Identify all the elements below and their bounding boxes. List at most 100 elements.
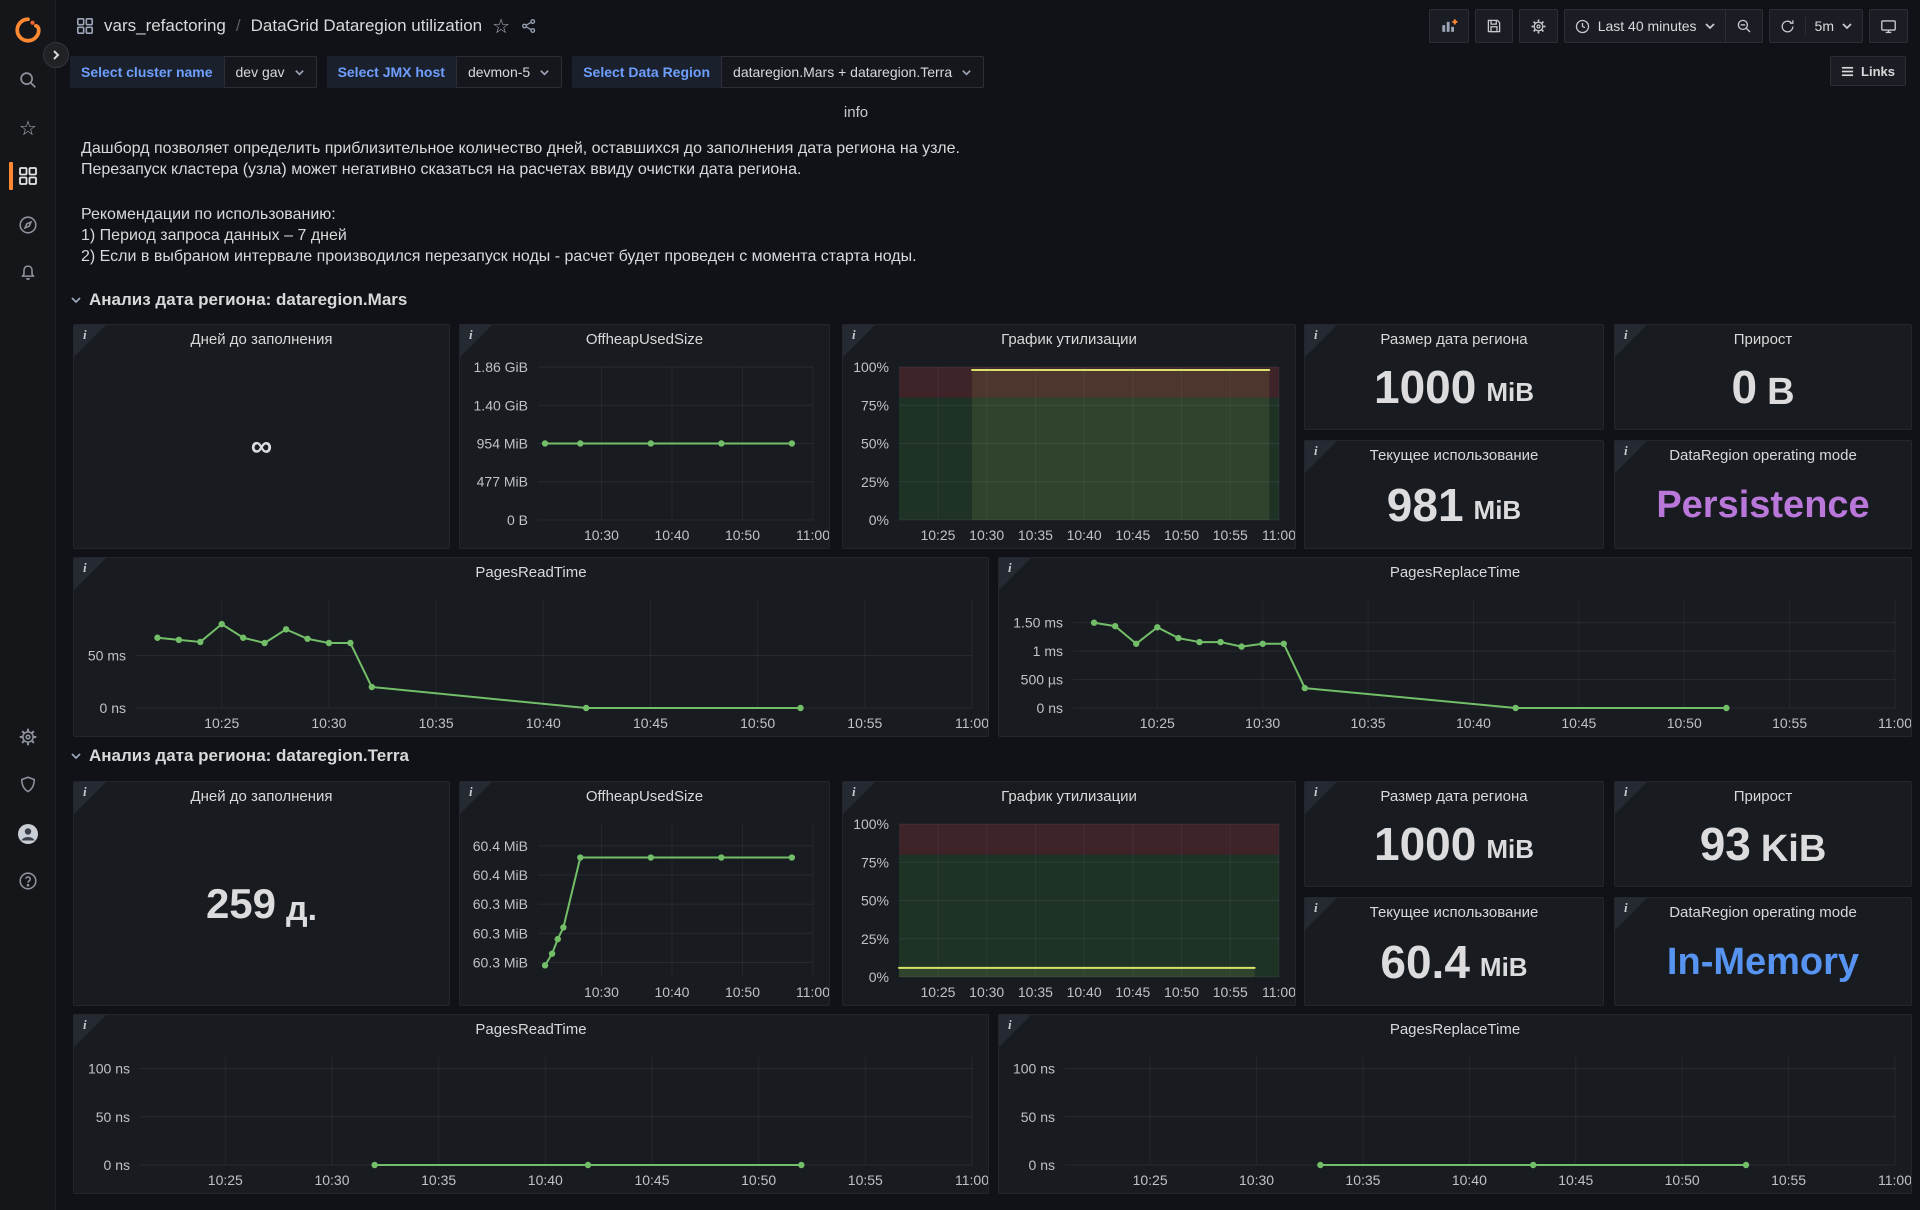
settings-gear-icon[interactable]: [0, 715, 56, 759]
panel-info-corner[interactable]: [74, 1015, 106, 1047]
timeseries-chart[interactable]: 0 ns50 ms10:2510:3010:3510:4010:4510:501…: [74, 588, 988, 736]
svg-text:10:55: 10:55: [1772, 715, 1807, 731]
panel-title[interactable]: Текущее использование: [1305, 441, 1603, 471]
panel-region-size-terra: i Размер дата региона 1000MiB: [1304, 781, 1604, 887]
panel-info-corner[interactable]: [1305, 898, 1337, 930]
user-avatar[interactable]: [0, 812, 56, 856]
dashboard-links-button[interactable]: Links: [1830, 56, 1906, 86]
timeseries-chart[interactable]: 0 ns50 ns100 ns10:2510:3010:3510:4010:45…: [74, 1045, 988, 1193]
svg-text:10:45: 10:45: [1558, 1172, 1593, 1188]
panel-info-corner[interactable]: [843, 325, 875, 357]
panel-title[interactable]: Размер дата региона: [1305, 325, 1603, 355]
svg-text:50 ns: 50 ns: [1021, 1109, 1055, 1125]
panel-info-corner[interactable]: [1615, 898, 1647, 930]
section-header-mars[interactable]: Анализ дата региона: dataregion.Mars: [70, 290, 407, 310]
panel-info-corner[interactable]: [460, 325, 492, 357]
svg-text:10:50: 10:50: [1667, 715, 1702, 731]
panel-info-corner[interactable]: [999, 1015, 1031, 1047]
dashboard-canvas: info Дашборд позволяет определить прибли…: [56, 0, 1920, 1210]
info-line: 2) Если в выбраном интервале производилс…: [81, 246, 960, 267]
panel-title[interactable]: Текущее использование: [1305, 898, 1603, 928]
panel-info-corner[interactable]: [1615, 325, 1647, 357]
section-header-terra[interactable]: Анализ дата региона: dataregion.Terra: [70, 746, 409, 766]
stat-value: 0B: [1615, 355, 1911, 429]
panel-info-corner[interactable]: [1615, 441, 1647, 473]
panel-title[interactable]: График утилизации: [843, 325, 1295, 355]
svg-text:11:00: 11:00: [796, 984, 829, 1000]
timeseries-chart[interactable]: 0%25%50%75%100%10:2510:3010:3510:4010:45…: [843, 812, 1295, 1005]
panel-growth-mars: i Прирост 0B: [1614, 324, 1912, 430]
svg-text:10:55: 10:55: [1213, 527, 1248, 543]
svg-text:0 ns: 0 ns: [104, 1157, 130, 1173]
panel-title[interactable]: График утилизации: [843, 782, 1295, 812]
panel-title[interactable]: OffheapUsedSize: [460, 325, 829, 355]
svg-text:1 ms: 1 ms: [1033, 643, 1063, 659]
svg-text:11:00: 11:00: [955, 1172, 988, 1188]
alerting-bell-icon[interactable]: [0, 251, 56, 295]
panel-pages-replace-time-terra: i PagesReplaceTime 0 ns50 ns100 ns10:251…: [998, 1014, 1912, 1194]
svg-text:10:30: 10:30: [584, 527, 619, 543]
timeseries-chart[interactable]: 0%25%50%75%100%10:2510:3010:3510:4010:45…: [843, 355, 1295, 548]
svg-text:25%: 25%: [861, 931, 889, 947]
star-icon[interactable]: ☆: [0, 106, 56, 150]
variable-jmx-host-value[interactable]: devmon-5: [456, 56, 562, 88]
svg-text:10:50: 10:50: [1665, 1172, 1700, 1188]
svg-text:10:35: 10:35: [1018, 527, 1053, 543]
svg-text:0%: 0%: [869, 512, 889, 528]
panel-title[interactable]: OffheapUsedSize: [460, 782, 829, 812]
svg-text:10:45: 10:45: [1115, 984, 1150, 1000]
svg-text:1.40 GiB: 1.40 GiB: [474, 397, 528, 413]
panel-info-corner[interactable]: [999, 558, 1031, 590]
panel-title[interactable]: Дней до заполнения: [74, 782, 449, 812]
timeseries-chart[interactable]: 0 ns500 µs1 ms1.50 ms10:2510:3010:3510:4…: [999, 588, 1911, 736]
panel-title[interactable]: Прирост: [1615, 782, 1911, 812]
timeseries-chart[interactable]: 60.3 MiB60.3 MiB60.3 MiB60.4 MiB60.4 MiB…: [460, 812, 829, 1005]
panel-growth-terra: i Прирост 93KiB: [1614, 781, 1912, 887]
panel-info-corner[interactable]: [1305, 441, 1337, 473]
panel-title[interactable]: Дней до заполнения: [74, 325, 449, 355]
panel-title[interactable]: PagesReplaceTime: [999, 558, 1911, 588]
svg-text:10:40: 10:40: [654, 527, 689, 543]
panel-current-usage-mars: i Текущее использование 981MiB: [1304, 440, 1604, 549]
panel-info-corner[interactable]: [1305, 782, 1337, 814]
panel-title[interactable]: Размер дата региона: [1305, 782, 1603, 812]
svg-text:100%: 100%: [853, 816, 889, 832]
panel-days-to-fill-terra: i Дней до заполнения 259д.: [73, 781, 450, 1006]
sidebar-expand-button[interactable]: [43, 42, 69, 68]
variable-jmx-host: Select JMX host devmon-5: [327, 56, 563, 88]
variable-data-region-value[interactable]: dataregion.Mars + dataregion.Terra: [721, 56, 984, 88]
svg-text:10:40: 10:40: [1067, 527, 1102, 543]
timeseries-chart[interactable]: 0 ns50 ns100 ns10:2510:3010:3510:4010:45…: [999, 1045, 1911, 1193]
hamburger-icon: [1841, 65, 1854, 78]
svg-text:10:25: 10:25: [920, 527, 955, 543]
panel-info-corner[interactable]: [74, 782, 106, 814]
panel-info-corner[interactable]: [74, 558, 106, 590]
panel-info-corner[interactable]: [74, 325, 106, 357]
panel-info-corner[interactable]: [1305, 325, 1337, 357]
panel-info-corner[interactable]: [1615, 782, 1647, 814]
variable-cluster-value[interactable]: dev gav: [224, 56, 317, 88]
panel-title[interactable]: PagesReplaceTime: [999, 1015, 1911, 1045]
panel-offheap-terra: i OffheapUsedSize 60.3 MiB60.3 MiB60.3 M…: [459, 781, 830, 1006]
admin-shield-icon[interactable]: [0, 763, 56, 807]
panel-info-corner[interactable]: [843, 782, 875, 814]
panel-title[interactable]: PagesReadTime: [74, 1015, 988, 1045]
svg-text:100 ns: 100 ns: [88, 1061, 130, 1077]
panel-title[interactable]: PagesReadTime: [74, 558, 988, 588]
panel-title[interactable]: DataRegion operating mode: [1615, 441, 1911, 471]
panel-utilization-mars: i График утилизации 0%25%50%75%100%10:25…: [842, 324, 1296, 549]
help-icon[interactable]: [0, 859, 56, 903]
info-panel-title[interactable]: info: [56, 104, 1656, 121]
timeseries-chart[interactable]: 0 B477 MiB954 MiB1.40 GiB1.86 GiB10:3010…: [460, 355, 829, 548]
panel-info-corner[interactable]: [460, 782, 492, 814]
svg-text:0 ns: 0 ns: [100, 700, 126, 716]
svg-text:10:45: 10:45: [1115, 527, 1150, 543]
sidebar-item-dashboards[interactable]: [0, 154, 56, 198]
panel-title[interactable]: Прирост: [1615, 325, 1911, 355]
svg-text:100 ns: 100 ns: [1013, 1061, 1055, 1077]
panel-title[interactable]: DataRegion operating mode: [1615, 898, 1911, 928]
svg-text:10:40: 10:40: [654, 984, 689, 1000]
explore-compass-icon[interactable]: [0, 203, 56, 247]
variable-jmx-host-label: Select JMX host: [327, 56, 456, 88]
svg-text:75%: 75%: [861, 854, 889, 870]
